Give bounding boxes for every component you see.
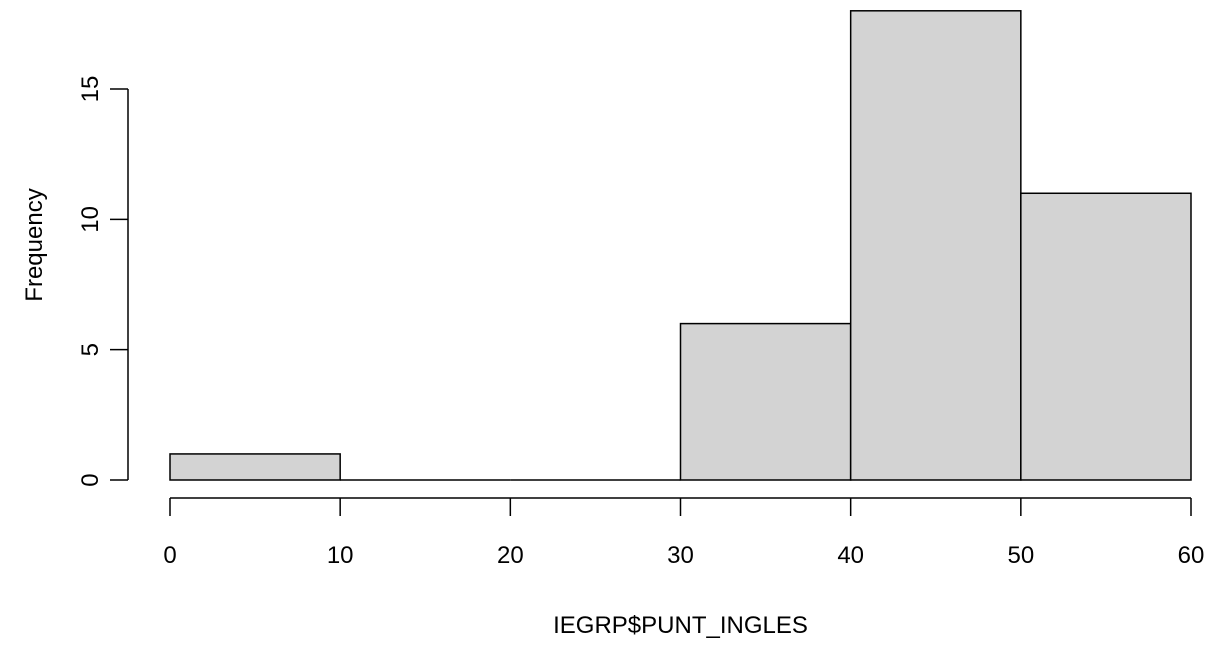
bars-layer — [169, 10, 1192, 481]
histogram-bar-30-40 — [679, 322, 852, 481]
x-tick-label-30: 30 — [667, 542, 694, 569]
x-tick-label-20: 20 — [497, 542, 524, 569]
y-tick-label-0: 0 — [77, 473, 104, 486]
histogram-bar-50-60 — [1020, 192, 1192, 481]
x-axis-title: IEGRP$PUNT_INGLES — [553, 612, 808, 639]
x-tick-label-40: 40 — [837, 542, 864, 569]
x-axis: 0 10 20 30 40 50 60 — [163, 497, 1205, 569]
histogram-bar-0-10 — [169, 453, 341, 481]
x-tick-label-50: 50 — [1007, 542, 1034, 569]
x-tick-label-60: 60 — [1178, 542, 1205, 569]
histogram-bar-40-50 — [849, 10, 1022, 481]
y-tick-label-15: 15 — [77, 76, 104, 103]
y-axis: 0 5 10 15 — [77, 76, 129, 487]
y-tick-label-10: 10 — [77, 206, 104, 233]
x-tick-label-10: 10 — [327, 542, 354, 569]
y-axis-title: Frequency — [21, 188, 48, 301]
y-tick-label-5: 5 — [77, 343, 104, 356]
x-tick-label-0: 0 — [163, 542, 176, 569]
